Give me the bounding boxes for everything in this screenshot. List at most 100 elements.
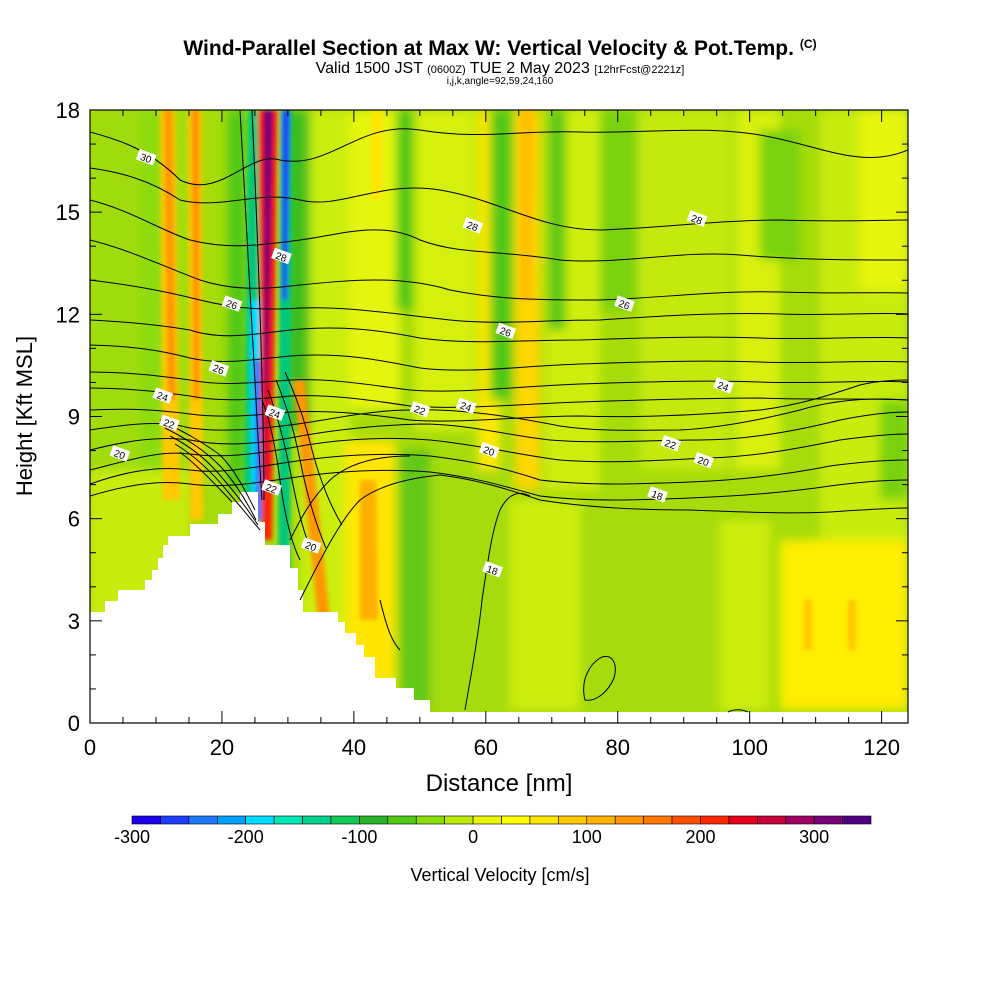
contour-label: 24 bbox=[152, 387, 174, 405]
contour-label: 20 bbox=[109, 445, 131, 463]
svg-text:20: 20 bbox=[481, 445, 496, 459]
colorbar-swatch bbox=[188, 815, 218, 825]
colorbar-swatch bbox=[359, 815, 389, 825]
contour-label: 22 bbox=[158, 414, 180, 432]
chart-title: Wind-Parallel Section at Max W: Vertical… bbox=[183, 37, 817, 60]
svg-text:30: 30 bbox=[138, 152, 153, 166]
colorbar-tick-label: 200 bbox=[685, 827, 715, 847]
colorbar-swatch bbox=[472, 815, 502, 825]
y-tick-label: 18 bbox=[56, 98, 80, 123]
contour-label: 18 bbox=[647, 486, 668, 503]
x-tick-label: 100 bbox=[731, 735, 768, 760]
chart-subtitle: Valid 1500 JST (0600Z) TUE 2 May 2023 [1… bbox=[0, 60, 1000, 78]
svg-text:24: 24 bbox=[267, 407, 282, 421]
y-tick-label: 3 bbox=[68, 609, 80, 634]
subtitle-indices: i,j,k,angle=92,59,24,160 bbox=[446, 76, 554, 87]
x-tick-label: 0 bbox=[84, 735, 96, 760]
contour-label: 20 bbox=[693, 452, 715, 469]
y-tick-labels: 0 3 6 9 12 15 18 bbox=[56, 98, 80, 736]
contour-label: 20 bbox=[478, 441, 500, 459]
contour-label: 22 bbox=[409, 400, 431, 418]
colorbar-swatch bbox=[558, 815, 588, 825]
colorbar-swatch bbox=[813, 815, 843, 825]
terrain-mask bbox=[90, 492, 908, 723]
title-mark: (C) bbox=[799, 37, 817, 51]
x-tick-label: 80 bbox=[605, 735, 629, 760]
colorbar-swatch bbox=[785, 815, 815, 825]
colorbar-swatch bbox=[302, 815, 332, 825]
colorbar-swatch bbox=[160, 815, 190, 825]
contour-label: 26 bbox=[614, 295, 635, 313]
colorbar bbox=[131, 815, 872, 825]
colorbar-swatch bbox=[842, 815, 872, 825]
contour-label: 22 bbox=[261, 479, 282, 497]
y-tick-label: 15 bbox=[56, 200, 80, 225]
contour-label: 22 bbox=[660, 435, 682, 452]
svg-text:22: 22 bbox=[412, 404, 427, 418]
subtitle-valid: Valid 1500 JST bbox=[315, 60, 423, 77]
colorbar-swatch bbox=[529, 815, 559, 825]
svg-text:22: 22 bbox=[264, 482, 279, 496]
svg-text:24: 24 bbox=[458, 401, 473, 415]
contour-label: 24 bbox=[264, 404, 286, 422]
svg-text:20: 20 bbox=[303, 540, 318, 554]
colorbar-swatch bbox=[444, 815, 474, 825]
svg-text:28: 28 bbox=[689, 213, 704, 227]
colorbar-swatch bbox=[273, 815, 303, 825]
svg-text:28: 28 bbox=[274, 251, 289, 265]
velocity-field: 30 28 28 28 26 26 26 26 24 24 24 24 22 22 22 22 20 20 20 20… bbox=[90, 110, 908, 723]
colorbar-swatch bbox=[245, 815, 275, 825]
y-tick-label: 9 bbox=[68, 405, 80, 430]
svg-text:22: 22 bbox=[162, 418, 177, 432]
y-tick-label: 0 bbox=[68, 711, 80, 736]
colorbar-swatch bbox=[330, 815, 360, 825]
contour-label: 24 bbox=[455, 397, 477, 415]
svg-text:26: 26 bbox=[498, 326, 513, 340]
contour-label: 26 bbox=[495, 322, 517, 340]
colorbar-swatch bbox=[643, 815, 673, 825]
subtitle-date: TUE 2 May 2023 bbox=[469, 60, 590, 77]
x-tick-label: 20 bbox=[210, 735, 234, 760]
svg-text:20: 20 bbox=[112, 448, 127, 462]
svg-text:26: 26 bbox=[211, 363, 226, 377]
svg-text:24: 24 bbox=[155, 390, 170, 404]
colorbar-tick-label: 300 bbox=[799, 827, 829, 847]
colorbar-tick-label: -200 bbox=[228, 827, 264, 847]
colorbar-swatch bbox=[415, 815, 445, 825]
x-tick-labels: 0 20 40 60 80 100 120 bbox=[84, 735, 900, 760]
colorbar-tick-label: -300 bbox=[114, 827, 150, 847]
colorbar-swatch bbox=[700, 815, 730, 825]
svg-text:28: 28 bbox=[465, 220, 480, 234]
axis-ticks bbox=[89, 109, 908, 724]
svg-text:20: 20 bbox=[696, 455, 711, 469]
contour-label: 20 bbox=[300, 537, 322, 555]
contour-label: 28 bbox=[686, 210, 708, 228]
x-tick-label: 120 bbox=[863, 735, 900, 760]
x-tick-label: 40 bbox=[342, 735, 366, 760]
svg-text:24: 24 bbox=[716, 380, 731, 394]
contour-labels: 30 28 28 28 26 26 26 26 24 24 24 24 22 22 22 22 20 20 20 20… bbox=[109, 148, 734, 578]
y-tick-label: 6 bbox=[68, 507, 80, 532]
colorbar-tick-label: -100 bbox=[341, 827, 377, 847]
colorbar-label: Vertical Velocity [cm/s] bbox=[410, 865, 589, 885]
svg-text:26: 26 bbox=[617, 298, 632, 312]
contour-label: 26 bbox=[208, 360, 230, 377]
colorbar-swatch bbox=[728, 815, 758, 825]
subtitle-utc: (0600Z) bbox=[427, 64, 466, 76]
colorbar-tick-label: 100 bbox=[572, 827, 602, 847]
x-tick-label: 60 bbox=[474, 735, 498, 760]
svg-text:26: 26 bbox=[224, 298, 239, 312]
svg-text:18: 18 bbox=[485, 564, 500, 578]
colorbar-swatch bbox=[216, 815, 246, 825]
colorbar-swatch bbox=[387, 815, 417, 825]
y-tick-label: 12 bbox=[56, 302, 80, 327]
colorbar-swatch bbox=[501, 815, 531, 825]
colorbar-swatch bbox=[131, 815, 161, 825]
y-axis-label: Height [Kft MSL] bbox=[12, 336, 37, 496]
x-axis-label: Distance [nm] bbox=[426, 770, 573, 797]
colorbar-tick-labels: -300 -200 -100 0 100 200 300 bbox=[114, 827, 829, 847]
colorbar-swatch bbox=[586, 815, 616, 825]
colorbar-swatch bbox=[614, 815, 644, 825]
svg-text:22: 22 bbox=[663, 438, 678, 452]
